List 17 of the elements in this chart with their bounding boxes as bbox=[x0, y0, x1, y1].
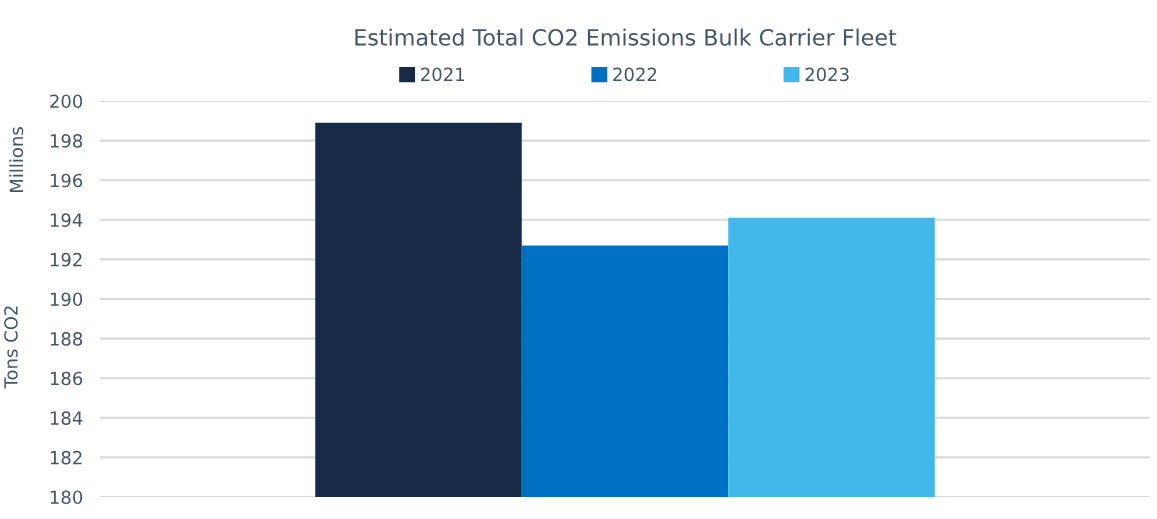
legend-label: 2023 bbox=[805, 67, 849, 82]
y-tick-label: 200 bbox=[50, 94, 83, 109]
y-tick-label: 190 bbox=[50, 292, 83, 307]
chart-title: Estimated Total CO2 Emissions Bulk Carrier Fleet bbox=[355, 28, 897, 46]
legend-label: 2021 bbox=[421, 67, 465, 82]
y-tick-label: 198 bbox=[50, 134, 83, 148]
text: Millions bbox=[9, 127, 24, 192]
y-tick-label: 192 bbox=[50, 252, 82, 267]
y-tick-label: 182 bbox=[50, 450, 82, 465]
y-axis-title: Tons CO2 bbox=[4, 306, 18, 389]
legend-label: 2022 bbox=[613, 67, 657, 82]
y-tick-label: 188 bbox=[50, 332, 83, 346]
y-tick-label: 184 bbox=[50, 411, 83, 425]
y-tick-label: 186 bbox=[50, 371, 83, 386]
y-tick-label: 194 bbox=[50, 213, 83, 227]
y-tick-label: 180 bbox=[50, 490, 83, 505]
y-tick-label: 196 bbox=[50, 173, 83, 188]
